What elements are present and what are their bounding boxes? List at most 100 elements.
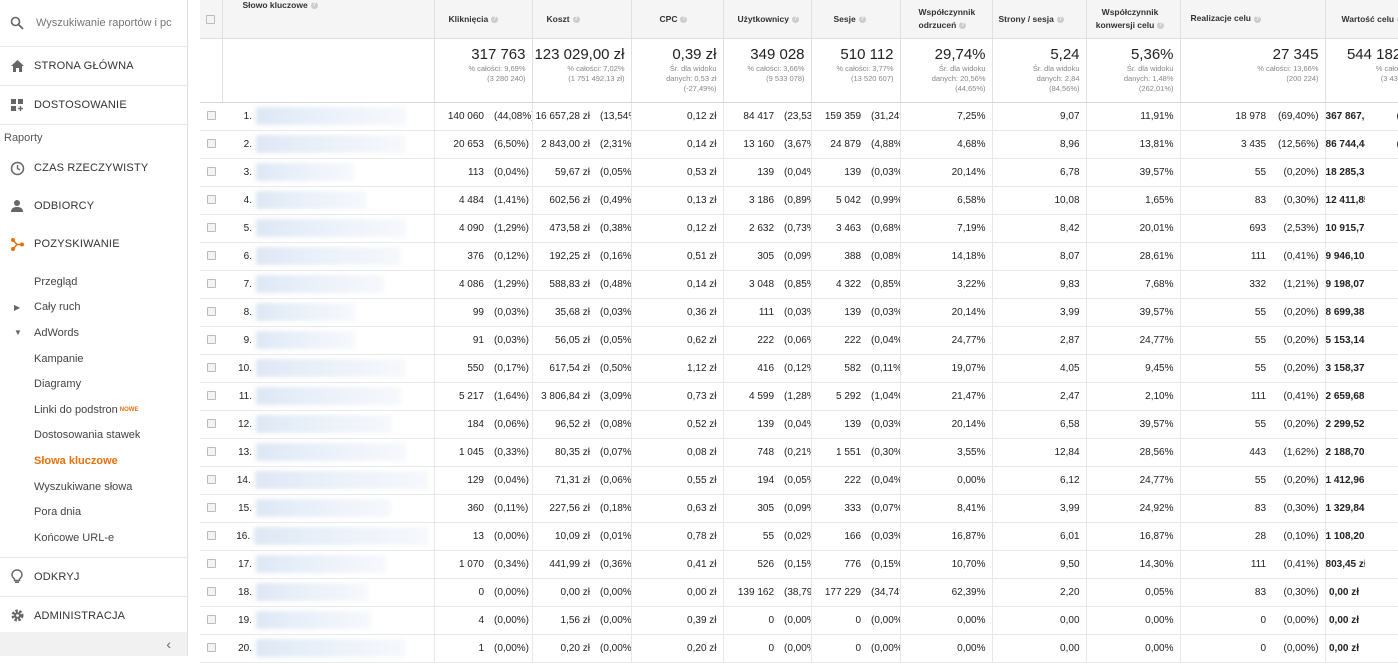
help-icon[interactable]: ? — [310, 2, 318, 10]
table-row[interactable]: 15.360(0,11%)227,56 zł(0,18%)0,63 zł305(… — [200, 494, 1398, 523]
row-checkbox[interactable] — [207, 167, 216, 177]
nav-final-urls[interactable]: Końcowe URL-e — [0, 525, 187, 551]
table-row[interactable]: 3.113(0,04%)59,67 zł(0,05%)0,53 zł139(0,… — [200, 158, 1398, 187]
nav-search-queries[interactable]: Wyszukiwane słowa — [0, 474, 187, 500]
col-goal-conversion-rate[interactable]: Współczynnik konwersji celu? — [1086, 0, 1181, 39]
keyword-blurred-link[interactable] — [256, 303, 355, 321]
table-row[interactable]: 17. 1 070(0,34%)441,99 zł(0,36%)0,41 zł52… — [200, 550, 1398, 579]
table-row[interactable]: 8.99(0,03%)35,68 zł(0,03%)0,36 zł111(0,0… — [200, 298, 1398, 327]
keyword-blurred-link[interactable] — [256, 555, 386, 573]
keyword-blurred-link[interactable] — [256, 387, 401, 405]
col-users[interactable]: Użytkownicy? — [723, 0, 812, 39]
col-sessions[interactable]: Sesje? — [811, 0, 901, 39]
nav-bid-adjustments[interactable]: Dostosowania stawek — [0, 423, 187, 449]
nav-time-of-day[interactable]: Pora dnia — [0, 499, 187, 525]
help-icon[interactable]: ? — [959, 22, 967, 29]
keyword-blurred-link[interactable] — [254, 471, 428, 489]
table-row[interactable]: 5. 4 090(1,29%)473,58 zł(0,38%)0,12 zł2 6… — [200, 214, 1398, 243]
table-row[interactable]: 20.1(0,00%)0,20 zł(0,00%)0,20 zł0(0,00%)… — [200, 634, 1398, 663]
row-checkbox[interactable] — [207, 419, 216, 429]
col-cpc[interactable]: CPC? — [631, 0, 724, 39]
keyword-blurred-link[interactable] — [256, 583, 368, 601]
keyword-blurred-link[interactable] — [256, 107, 406, 125]
table-row[interactable]: 14.129(0,04%)71,31 zł(0,06%)0,55 zł194(0… — [200, 466, 1398, 495]
table-row[interactable]: 2. 20 653(6,50%)2 843,00 zł(2,31%)0,14 zł… — [200, 130, 1398, 159]
col-goal-value[interactable]: Wartość celu? — [1325, 0, 1398, 39]
row-checkbox[interactable] — [207, 139, 216, 149]
help-icon[interactable]: ? — [680, 16, 688, 23]
nav-admin[interactable]: ADMINISTRACJA — [0, 597, 187, 635]
row-checkbox[interactable] — [207, 195, 216, 205]
keyword-blurred-link[interactable] — [256, 275, 384, 293]
nav-sitelinks[interactable]: Linki do podstron NOWE — [0, 397, 187, 423]
table-row[interactable]: 16.13(0,00%)10,09 zł(0,01%)0,78 zł55(0,0… — [200, 522, 1398, 551]
collapse-sidebar-button[interactable]: ‹ — [0, 632, 187, 656]
keyword-blurred-link[interactable] — [256, 415, 391, 433]
col-pages-per-session[interactable]: Strony / sesja? — [992, 0, 1087, 39]
nav-campaigns[interactable]: Kampanie — [0, 346, 187, 372]
keyword-blurred-link[interactable] — [256, 359, 406, 377]
nav-home[interactable]: STRONA GŁÓWNA — [0, 47, 187, 86]
table-row[interactable]: 10.550(0,17%)617,54 zł(0,50%)1,12 zł416(… — [200, 354, 1398, 383]
row-checkbox[interactable] — [207, 587, 216, 597]
keyword-blurred-link[interactable] — [256, 191, 366, 209]
row-checkbox[interactable] — [207, 251, 216, 261]
keyword-blurred-link[interactable] — [256, 499, 391, 517]
help-icon[interactable]: ? — [1157, 22, 1165, 29]
help-icon[interactable]: ? — [1254, 15, 1261, 23]
col-goal-completions[interactable]: Realizacje celu? — [1180, 0, 1326, 39]
keyword-blurred-link[interactable] — [256, 135, 406, 153]
keyword-blurred-link[interactable] — [256, 611, 371, 629]
row-checkbox[interactable] — [207, 307, 216, 317]
nav-customization[interactable]: DOSTOSOWANIE — [0, 86, 187, 125]
keyword-blurred-link[interactable] — [256, 247, 401, 265]
search-input[interactable] — [34, 16, 178, 30]
table-row[interactable]: 9.91(0,03%)56,05 zł(0,05%)0,62 zł222(0,0… — [200, 326, 1398, 355]
nav-audience[interactable]: ODBIORCY — [0, 187, 187, 225]
nav-diagrams[interactable]: Diagramy — [0, 371, 187, 397]
row-checkbox[interactable] — [207, 391, 216, 401]
nav-all-traffic[interactable]: ▶ Cały ruch — [0, 295, 187, 321]
col-keyword[interactable]: Słowo kluczowe? — [222, 0, 435, 39]
nav-realtime[interactable]: CZAS RZECZYWISTY — [0, 149, 187, 187]
row-checkbox[interactable] — [207, 223, 216, 233]
row-checkbox[interactable] — [207, 615, 216, 625]
select-all-checkbox[interactable] — [206, 14, 216, 24]
keyword-blurred-link[interactable] — [256, 639, 406, 657]
table-row[interactable]: 13. 1 045(0,33%)80,35 zł(0,07%)0,08 zł748… — [200, 438, 1398, 467]
help-icon[interactable]: ? — [1056, 16, 1064, 23]
row-checkbox[interactable] — [207, 643, 216, 653]
row-checkbox[interactable] — [207, 363, 216, 373]
nav-overview[interactable]: Przegląd — [0, 269, 187, 295]
row-checkbox[interactable] — [207, 111, 216, 121]
keyword-blurred-link[interactable] — [256, 219, 406, 237]
row-checkbox[interactable] — [207, 503, 216, 513]
table-row[interactable]: 6.376(0,12%)192,25 zł(0,16%)0,51 zł305(0… — [200, 242, 1398, 271]
nav-acquisition[interactable]: POZYSKIWANIE — [0, 225, 187, 263]
table-row[interactable]: 1. 140 060(44,08%)16 657,28 zł(13,54%)0,1… — [200, 102, 1398, 131]
col-clicks[interactable]: Kliknięcia? — [434, 0, 533, 39]
keyword-blurred-link[interactable] — [254, 527, 428, 545]
row-checkbox[interactable] — [207, 335, 216, 345]
table-row[interactable]: 19.4(0,00%)1,56 zł(0,00%)0,39 zł0(0,00%)… — [200, 606, 1398, 635]
help-icon[interactable]: ? — [572, 16, 580, 23]
row-checkbox[interactable] — [207, 559, 216, 569]
keyword-blurred-link[interactable] — [256, 331, 355, 349]
row-checkbox[interactable] — [207, 279, 216, 289]
help-icon[interactable]: ? — [491, 16, 499, 23]
table-row[interactable]: 11. 5 217(1,64%)3 806,84 zł(3,09%)0,73 zł… — [200, 382, 1398, 411]
nav-keywords[interactable]: Słowa kluczowe — [0, 448, 187, 474]
row-checkbox[interactable] — [207, 531, 216, 541]
nav-adwords[interactable]: ▼ AdWords — [0, 320, 187, 346]
col-bounce-rate[interactable]: Współczynnik odrzuceń? — [900, 0, 993, 39]
keyword-blurred-link[interactable] — [256, 163, 354, 181]
row-checkbox[interactable] — [207, 447, 216, 457]
help-icon[interactable]: ? — [858, 16, 866, 23]
table-row[interactable]: 7. 4 086(1,29%)588,83 zł(0,48%)0,14 zł3 0… — [200, 270, 1398, 299]
keyword-blurred-link[interactable] — [256, 443, 406, 461]
row-checkbox[interactable] — [207, 475, 216, 485]
help-icon[interactable]: ? — [792, 16, 800, 23]
table-row[interactable]: 12.184(0,06%)96,52 zł(0,08%)0,52 zł139(0… — [200, 410, 1398, 439]
nav-discover[interactable]: ODKRYJ — [0, 558, 187, 597]
